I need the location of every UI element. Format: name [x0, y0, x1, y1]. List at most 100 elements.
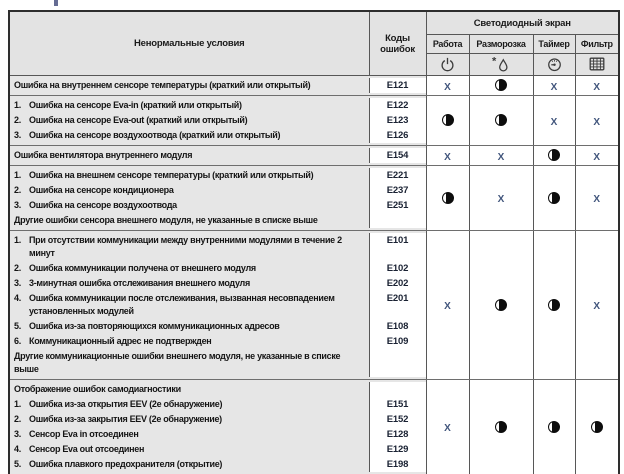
condition-code-cell: 1. При отсутствии коммуникации между внут… — [8, 230, 427, 380]
led-status-cell — [468, 75, 534, 96]
condition-text: При отсутствии коммуникации между внутре… — [29, 235, 342, 258]
condition-item: 5. Ошибка из-за повторяющихся коммуникаци… — [10, 319, 369, 334]
table-row: 1. При отсутствии коммуникации между внут… — [8, 230, 620, 380]
condition-text: Сенсор Eva in отсоединен — [29, 429, 139, 439]
table-row: 1. Ошибка на сенсоре Eva-in (краткий или … — [8, 95, 620, 146]
led-status-cell — [468, 230, 534, 380]
led-blink-mark — [548, 149, 560, 162]
condition-text: Ошибка вентилятора внутреннего модуля — [14, 150, 193, 160]
error-code: E221 — [368, 168, 426, 183]
led-status-cell: X — [532, 95, 576, 146]
led-blink-mark — [495, 420, 507, 433]
item-number: 3. — [14, 429, 21, 439]
item-number: 1. — [14, 170, 21, 180]
cropped-text-artifact — [54, 0, 58, 6]
error-code: E154 — [368, 148, 426, 163]
error-code: E201 — [368, 291, 426, 319]
item-number: 2. — [14, 263, 21, 273]
led-status-cell: X — [425, 145, 470, 166]
error-code: E251 — [368, 198, 426, 213]
led-status-cell — [574, 379, 620, 474]
led-off-mark: X — [593, 301, 601, 312]
timer-icon — [547, 58, 561, 71]
item-number: 2. — [14, 414, 21, 424]
condition-text: Ошибка из-за закрытия EEV (2е обнаружени… — [29, 414, 222, 424]
error-code: E102 — [368, 261, 426, 276]
condition-item: 4. Ошибка коммуникации после отслеживания… — [10, 291, 369, 319]
led-blink-mark — [590, 420, 603, 433]
condition-text: Ошибка коммуникации после отслеживания, … — [29, 293, 335, 316]
condition-item: 2. Ошибка коммуникации получена от внешне… — [10, 261, 369, 276]
table-row: Ошибка вентилятора внутреннего модуля E15… — [8, 145, 620, 166]
item-number: 1. — [14, 399, 21, 409]
error-code: E123 — [368, 113, 426, 128]
condition-item: 3. Сенсор Eva in отсоединен — [10, 427, 369, 442]
item-number: 3. — [14, 130, 21, 140]
led-blink-mark — [441, 114, 454, 127]
error-code: E237 — [368, 183, 426, 198]
led-off-mark: X — [497, 151, 505, 163]
item-number: 5. — [14, 321, 21, 331]
led-status-cell — [468, 379, 534, 474]
error-code — [368, 382, 426, 397]
table-row: Отображение ошибок самодиагностики 1. Ошиб… — [8, 379, 620, 474]
condition-code-cell: 1. Ошибка на сенсоре Eva-in (краткий или … — [8, 95, 427, 146]
led-off-mark: X — [444, 151, 451, 163]
led-status-cell: X — [574, 75, 620, 96]
led-status-cell — [532, 230, 576, 380]
condition-text: Ошибка на сенсоре кондиционера — [29, 185, 174, 195]
column-header-defrost: Разморозка — [468, 34, 534, 54]
item-number: 5. — [14, 459, 21, 469]
condition-item: 5. Ошибка плавкого предохранителя (открыт… — [10, 457, 369, 472]
svg-text:*: * — [492, 56, 497, 68]
column-header-led-screen: Светодиодный экран — [425, 10, 620, 35]
led-blink-mark — [548, 298, 560, 311]
error-code: E121 — [368, 78, 426, 93]
condition-code-cell: Ошибка на внутреннем сенсоре температуры… — [8, 75, 427, 96]
condition-item: 1. Ошибка из-за открытия EEV (2е обнаруже… — [10, 397, 369, 412]
condition-item: 2. Ошибка на сенсоре кондиционера — [10, 183, 369, 198]
table-row: Ошибка на внутреннем сенсоре температуры… — [8, 75, 620, 96]
filter-icon — [589, 57, 605, 71]
condition-text: Ошибка на сенсоре Eva-out (краткий или о… — [29, 115, 248, 125]
error-code: E109 — [368, 334, 426, 349]
column-header-error-codes: Коды ошибок — [368, 10, 427, 76]
condition-item: Ошибка на внутреннем сенсоре температуры… — [10, 78, 369, 93]
column-header-conditions: Ненормальные условия — [8, 10, 370, 76]
led-off-mark: X — [497, 194, 505, 205]
led-status-cell — [468, 95, 534, 146]
led-blink-mark — [548, 191, 560, 204]
error-code: E152 — [368, 412, 426, 427]
led-status-cell — [425, 95, 470, 146]
led-status-cell: X — [425, 379, 470, 474]
table-body: Ошибка на внутреннем сенсоре температуры… — [8, 75, 620, 474]
led-off-mark: X — [444, 423, 451, 434]
defrost-icon: * — [492, 56, 508, 72]
condition-code-cell: Ошибка вентилятора внутреннего модуля E15… — [8, 145, 427, 166]
led-off-mark: X — [550, 116, 558, 128]
led-status-cell — [532, 379, 576, 474]
led-blink-mark — [495, 298, 507, 311]
condition-item: 6. Коммуникационный адрес не подтвержден — [10, 334, 369, 349]
led-status-cell: X — [574, 145, 620, 166]
error-code: E202 — [368, 276, 426, 291]
error-code — [368, 213, 426, 228]
condition-item: 3. Ошибка на сенсоре воздухоотвода (кратк… — [10, 128, 369, 143]
condition-item: 3. Ошибка на сенсоре воздухоотвода — [10, 198, 369, 213]
condition-text: Отображение ошибок самодиагностики — [14, 384, 181, 394]
condition-text: Другие коммуникационные ошибки внешнего … — [14, 351, 341, 374]
column-header-timer: Таймер — [532, 34, 576, 54]
error-code-table: Ненормальные условия Коды ошибок Светоди… — [8, 10, 621, 474]
condition-text: Ошибка на внутреннем сенсоре температуры… — [14, 80, 311, 90]
item-number: 6. — [14, 336, 21, 346]
error-code: E108 — [368, 319, 426, 334]
table-row: 1. Ошибка на внешнем сенсоре температуры … — [8, 165, 620, 231]
led-off-mark: X — [593, 116, 601, 128]
condition-code-cell: Отображение ошибок самодиагностики 1. Ошиб… — [8, 379, 427, 474]
item-number: 1. — [14, 100, 21, 110]
condition-text: Другие ошибки сенсора внешнего модуля, н… — [14, 215, 318, 225]
error-code — [368, 349, 426, 377]
item-number: 3. — [14, 200, 21, 210]
condition-text: 3-минутная ошибка отслеживания внешнего … — [29, 278, 250, 288]
led-status-cell: X — [468, 165, 534, 231]
